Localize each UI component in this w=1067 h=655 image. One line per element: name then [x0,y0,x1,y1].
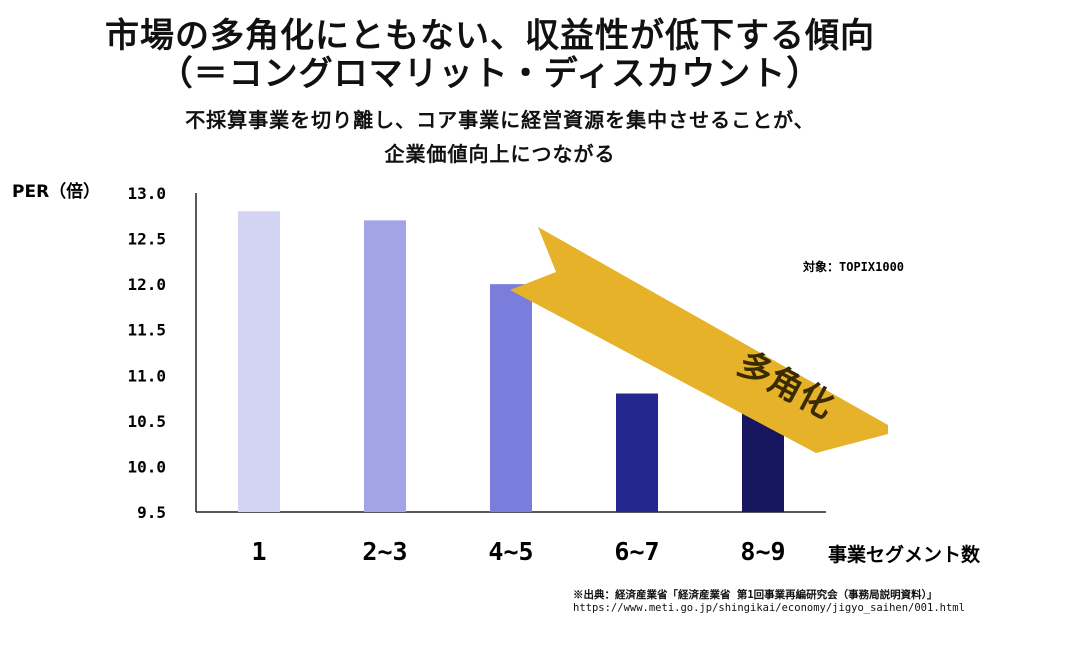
bar-2 [364,220,406,513]
bar-4 [616,393,658,512]
y-tick-label: 12.0 [127,275,166,294]
source-url[interactable]: https://www.meti.go.jp/shingikai/economy… [573,602,965,614]
source-citation: ※出典：経済産業省「経済産業省 第1回事業再編研究会（事務局説明資料）」 [573,589,938,601]
subtitle-line1: 不採算事業を切り離し、コア事業に経営資源を集中させることが、 [185,108,815,132]
y-tick-label: 10.5 [127,412,166,431]
x-tick-labels: 1 2~3 4~5 6~7 8~9 [251,537,785,566]
y-tick-label: 10.0 [127,457,166,476]
y-tick-label: 11.0 [127,366,166,385]
page-title-line2: （＝コングロマリット・ディスカウント） [158,54,822,94]
x-axis-label: 事業セグメント数 [828,543,981,566]
y-tick-label: 13.0 [127,184,166,203]
x-tick-label: 1 [251,537,266,566]
x-tick-label: 6~7 [614,537,659,566]
subtitle-line2: 企業価値向上につながる [384,142,616,166]
bar-3 [490,284,532,512]
y-tick-label: 11.5 [127,321,166,340]
y-axis-label: PER（倍） [12,181,100,202]
y-tick-label: 12.5 [127,230,166,249]
y-tick-labels: 13.0 12.5 12.0 11.5 11.0 10.5 10.0 9.5 [127,184,166,522]
diversification-arrow-shape [510,227,888,453]
bars-group [238,211,784,513]
x-tick-label: 2~3 [362,537,407,566]
target-note: 対象：TOPIX1000 [802,259,904,274]
page-title-line1: 市場の多角化にともない、収益性が低下する傾向 [105,16,875,56]
x-tick-label: 4~5 [488,537,533,566]
x-tick-label: 8~9 [740,537,785,566]
y-tick-label: 9.5 [137,503,166,522]
bar-1 [238,211,280,512]
